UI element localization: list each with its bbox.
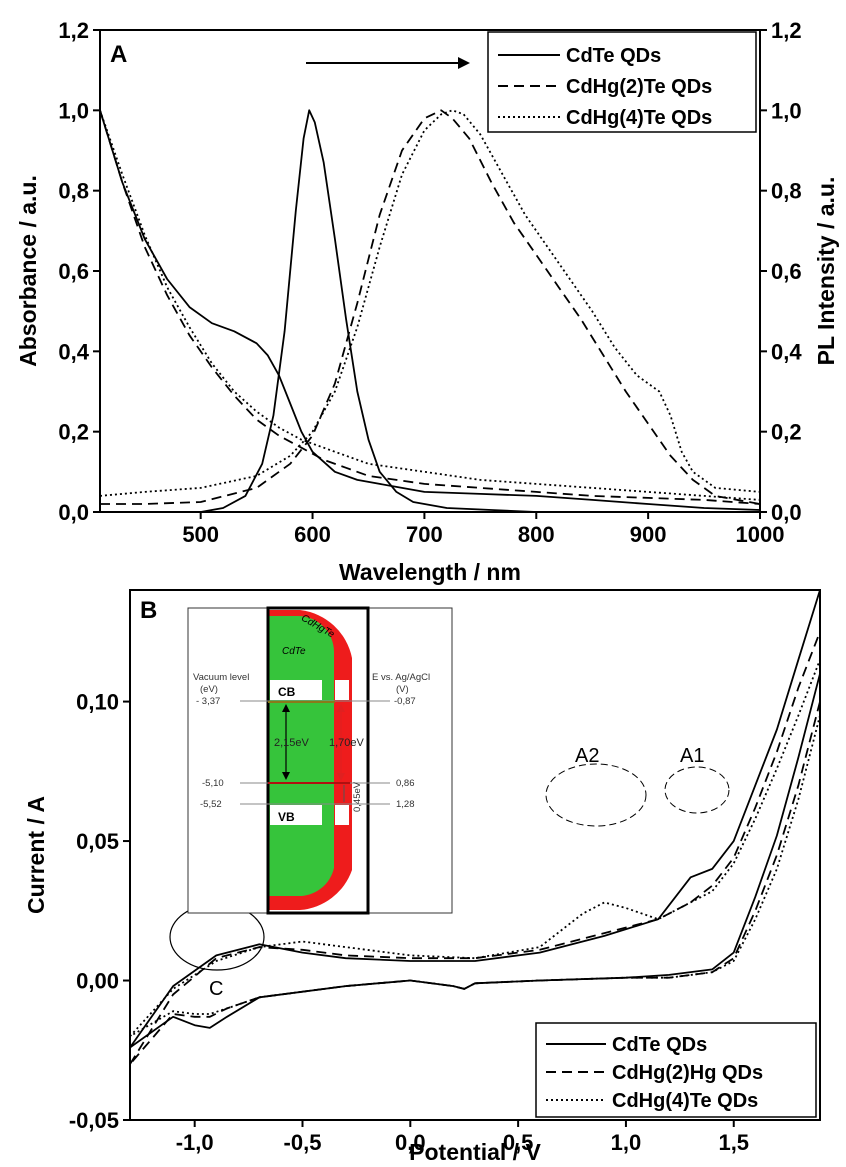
series-forward-b-3 bbox=[129, 659, 821, 1037]
legend-b: CdTe QDs CdHg(2)Hg QDs CdHg(4)Te QDs bbox=[535, 1022, 817, 1118]
y-axis-title-a: Absorbance / a.u. bbox=[15, 175, 41, 367]
series-return-b-1 bbox=[129, 673, 821, 1049]
y-tick-label: 0,10 bbox=[76, 690, 119, 715]
left-level-3: -5,52 bbox=[200, 799, 222, 810]
panel-a-chart: 500 600 700 800 900 10000,00,20,40,60,81,01,2… bbox=[15, 18, 839, 585]
x-tick-label: 1,0 bbox=[611, 1130, 642, 1155]
y-tick-label: -0,05 bbox=[69, 1108, 119, 1133]
y-tick-label: 0,05 bbox=[76, 829, 119, 854]
y-tick-label: 1,0 bbox=[58, 98, 89, 123]
legend-a: CdTe QDs CdHg(2)Te QDs CdHg(4)Te QDs bbox=[487, 31, 757, 133]
legend-label-a-1: CdTe QDs bbox=[566, 45, 661, 67]
band-diagram-inset: CB VB CdTe CdHgTe Vacuum level (eV) E vs… bbox=[187, 606, 453, 915]
annotation-a2: A2 bbox=[575, 745, 599, 767]
right-level-1: -0,87 bbox=[394, 696, 416, 707]
cb-label: CB bbox=[278, 685, 296, 699]
cb-box bbox=[270, 680, 322, 700]
vb-box bbox=[270, 805, 322, 825]
series-return-b-2 bbox=[129, 701, 821, 1065]
series-line-a-2 bbox=[99, 110, 761, 505]
cb-box-shell bbox=[335, 680, 349, 700]
panel-b-letter: B bbox=[140, 597, 157, 624]
y2-tick-label: 0,6 bbox=[771, 259, 802, 284]
y2-tick-label: 0,8 bbox=[771, 179, 802, 204]
core-region bbox=[268, 616, 334, 897]
arrow-head-icon bbox=[458, 57, 470, 69]
y-tick-label: 0,4 bbox=[58, 339, 89, 364]
series-line-a-1 bbox=[99, 110, 761, 511]
right-level-3: 1,28 bbox=[396, 799, 415, 810]
y-tick-label: 0,8 bbox=[58, 179, 89, 204]
y-tick-label: 0,6 bbox=[58, 259, 89, 284]
x-tick-label: 1,5 bbox=[718, 1130, 749, 1155]
y-tick-label: 1,2 bbox=[58, 18, 89, 43]
gap-core-label: 2,15eV bbox=[274, 737, 310, 749]
legend-label-b-1: CdTe QDs bbox=[612, 1034, 707, 1056]
x-tick-label: -1,0 bbox=[176, 1130, 214, 1155]
core-label: CdTe bbox=[282, 646, 306, 657]
arrow-up-icon bbox=[282, 704, 290, 712]
annotation-ellipse-a1 bbox=[664, 766, 730, 814]
y2-tick-label: 0,2 bbox=[771, 420, 802, 445]
x-axis-title-b: Potential / V bbox=[409, 1139, 541, 1165]
series-line-a-5 bbox=[100, 109, 761, 505]
panel-a-letter: A bbox=[110, 41, 127, 68]
y-tick-label: 0,0 bbox=[58, 500, 89, 525]
left-level-1: - 3,37 bbox=[196, 696, 220, 707]
arrow-down-red-icon bbox=[337, 773, 345, 781]
y2-axis-title-a: PL Intensity / a.u. bbox=[813, 177, 839, 366]
y2-tick-label: 0,4 bbox=[771, 339, 802, 364]
gap-shell-label: 1,70eV bbox=[329, 737, 365, 749]
legend-box-b bbox=[535, 1022, 817, 1118]
x-tick-label: 1000 bbox=[736, 522, 785, 547]
series-forward-b-1 bbox=[129, 589, 821, 1049]
inset-particle-frame bbox=[266, 606, 370, 915]
annotation-a1: A1 bbox=[680, 745, 704, 767]
x-tick-label: 700 bbox=[406, 522, 443, 547]
x-tick-label: -0,5 bbox=[284, 1130, 322, 1155]
arrow-up-red-icon bbox=[337, 704, 345, 712]
x-tick-label: 500 bbox=[182, 522, 219, 547]
series-line-a-4 bbox=[100, 109, 760, 513]
series-forward-b-2 bbox=[129, 631, 821, 1065]
y-axis-title-b: Current / A bbox=[23, 796, 49, 914]
x-tick-label: 600 bbox=[294, 522, 331, 547]
vb-label: VB bbox=[278, 810, 295, 824]
plot-area-frame-b bbox=[129, 589, 821, 1121]
series-return-b-3 bbox=[129, 715, 821, 1038]
left-level-2: -5,10 bbox=[202, 778, 224, 789]
arrow-down-icon bbox=[282, 772, 290, 780]
offset-label: 0,45eV bbox=[352, 781, 363, 812]
annotation-ellipse-a2 bbox=[545, 763, 647, 827]
legend-label-a-2: CdHg(2)Te QDs bbox=[566, 76, 712, 98]
x-tick-label: 900 bbox=[630, 522, 667, 547]
legend-box-a bbox=[487, 31, 757, 133]
x-tick-label: 800 bbox=[518, 522, 555, 547]
legend-label-a-3: CdHg(4)Te QDs bbox=[566, 107, 712, 129]
y2-tick-label: 1,0 bbox=[771, 98, 802, 123]
inset-right-header-1: E vs. Ag/AgCl bbox=[372, 672, 430, 683]
series-line-a-6 bbox=[99, 109, 761, 497]
y2-tick-label: 1,2 bbox=[771, 18, 802, 43]
inset-left-header-2: (eV) bbox=[200, 684, 218, 695]
right-level-2: 0,86 bbox=[396, 778, 415, 789]
y-tick-label: 0,00 bbox=[76, 969, 119, 994]
vb-box-shell bbox=[335, 805, 349, 825]
inset-left-header-1: Vacuum level bbox=[193, 672, 249, 683]
x-tick-label: 0,5 bbox=[503, 1130, 534, 1155]
annotation-c: C bbox=[209, 978, 223, 1000]
y-tick-label: 0,2 bbox=[58, 420, 89, 445]
legend-label-b-3: CdHg(4)Te QDs bbox=[612, 1090, 758, 1112]
x-axis-title-a: Wavelength / nm bbox=[339, 559, 521, 585]
y2-tick-label: 0,0 bbox=[771, 500, 802, 525]
x-tick-label: 0,0 bbox=[395, 1130, 426, 1155]
series-line-a-3 bbox=[99, 110, 761, 501]
inset-right-header-2: (V) bbox=[396, 684, 409, 695]
legend-label-b-2: CdHg(2)Hg QDs bbox=[612, 1062, 763, 1084]
panel-b-chart: -1,0 -0,5 0,0 0,5 1,0 1,5-0,050,000,050,10 B … bbox=[23, 589, 821, 1165]
